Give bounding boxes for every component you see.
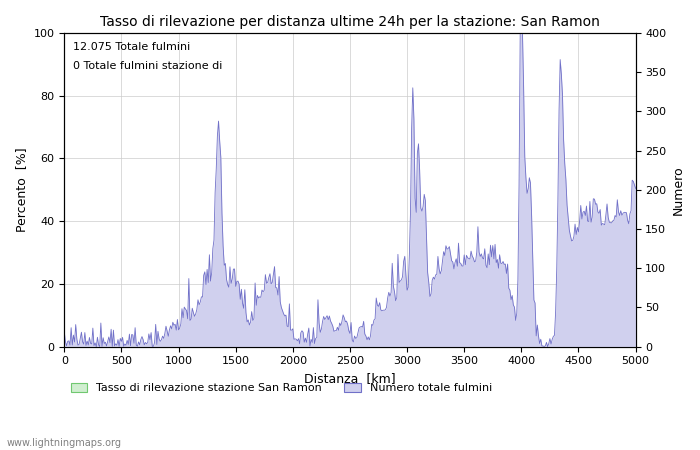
Legend: Tasso di rilevazione stazione San Ramon, Numero totale fulmini: Tasso di rilevazione stazione San Ramon,… (66, 378, 496, 398)
X-axis label: Distanza  [km]: Distanza [km] (304, 372, 396, 385)
Text: 12.075 Totale fulmini: 12.075 Totale fulmini (73, 42, 190, 52)
Y-axis label: Percento  [%]: Percento [%] (15, 148, 28, 232)
Y-axis label: Numero: Numero (672, 165, 685, 215)
Text: 0 Totale fulmini stazione di: 0 Totale fulmini stazione di (73, 61, 222, 71)
Title: Tasso di rilevazione per distanza ultime 24h per la stazione: San Ramon: Tasso di rilevazione per distanza ultime… (100, 15, 600, 29)
Text: www.lightningmaps.org: www.lightningmaps.org (7, 438, 122, 448)
